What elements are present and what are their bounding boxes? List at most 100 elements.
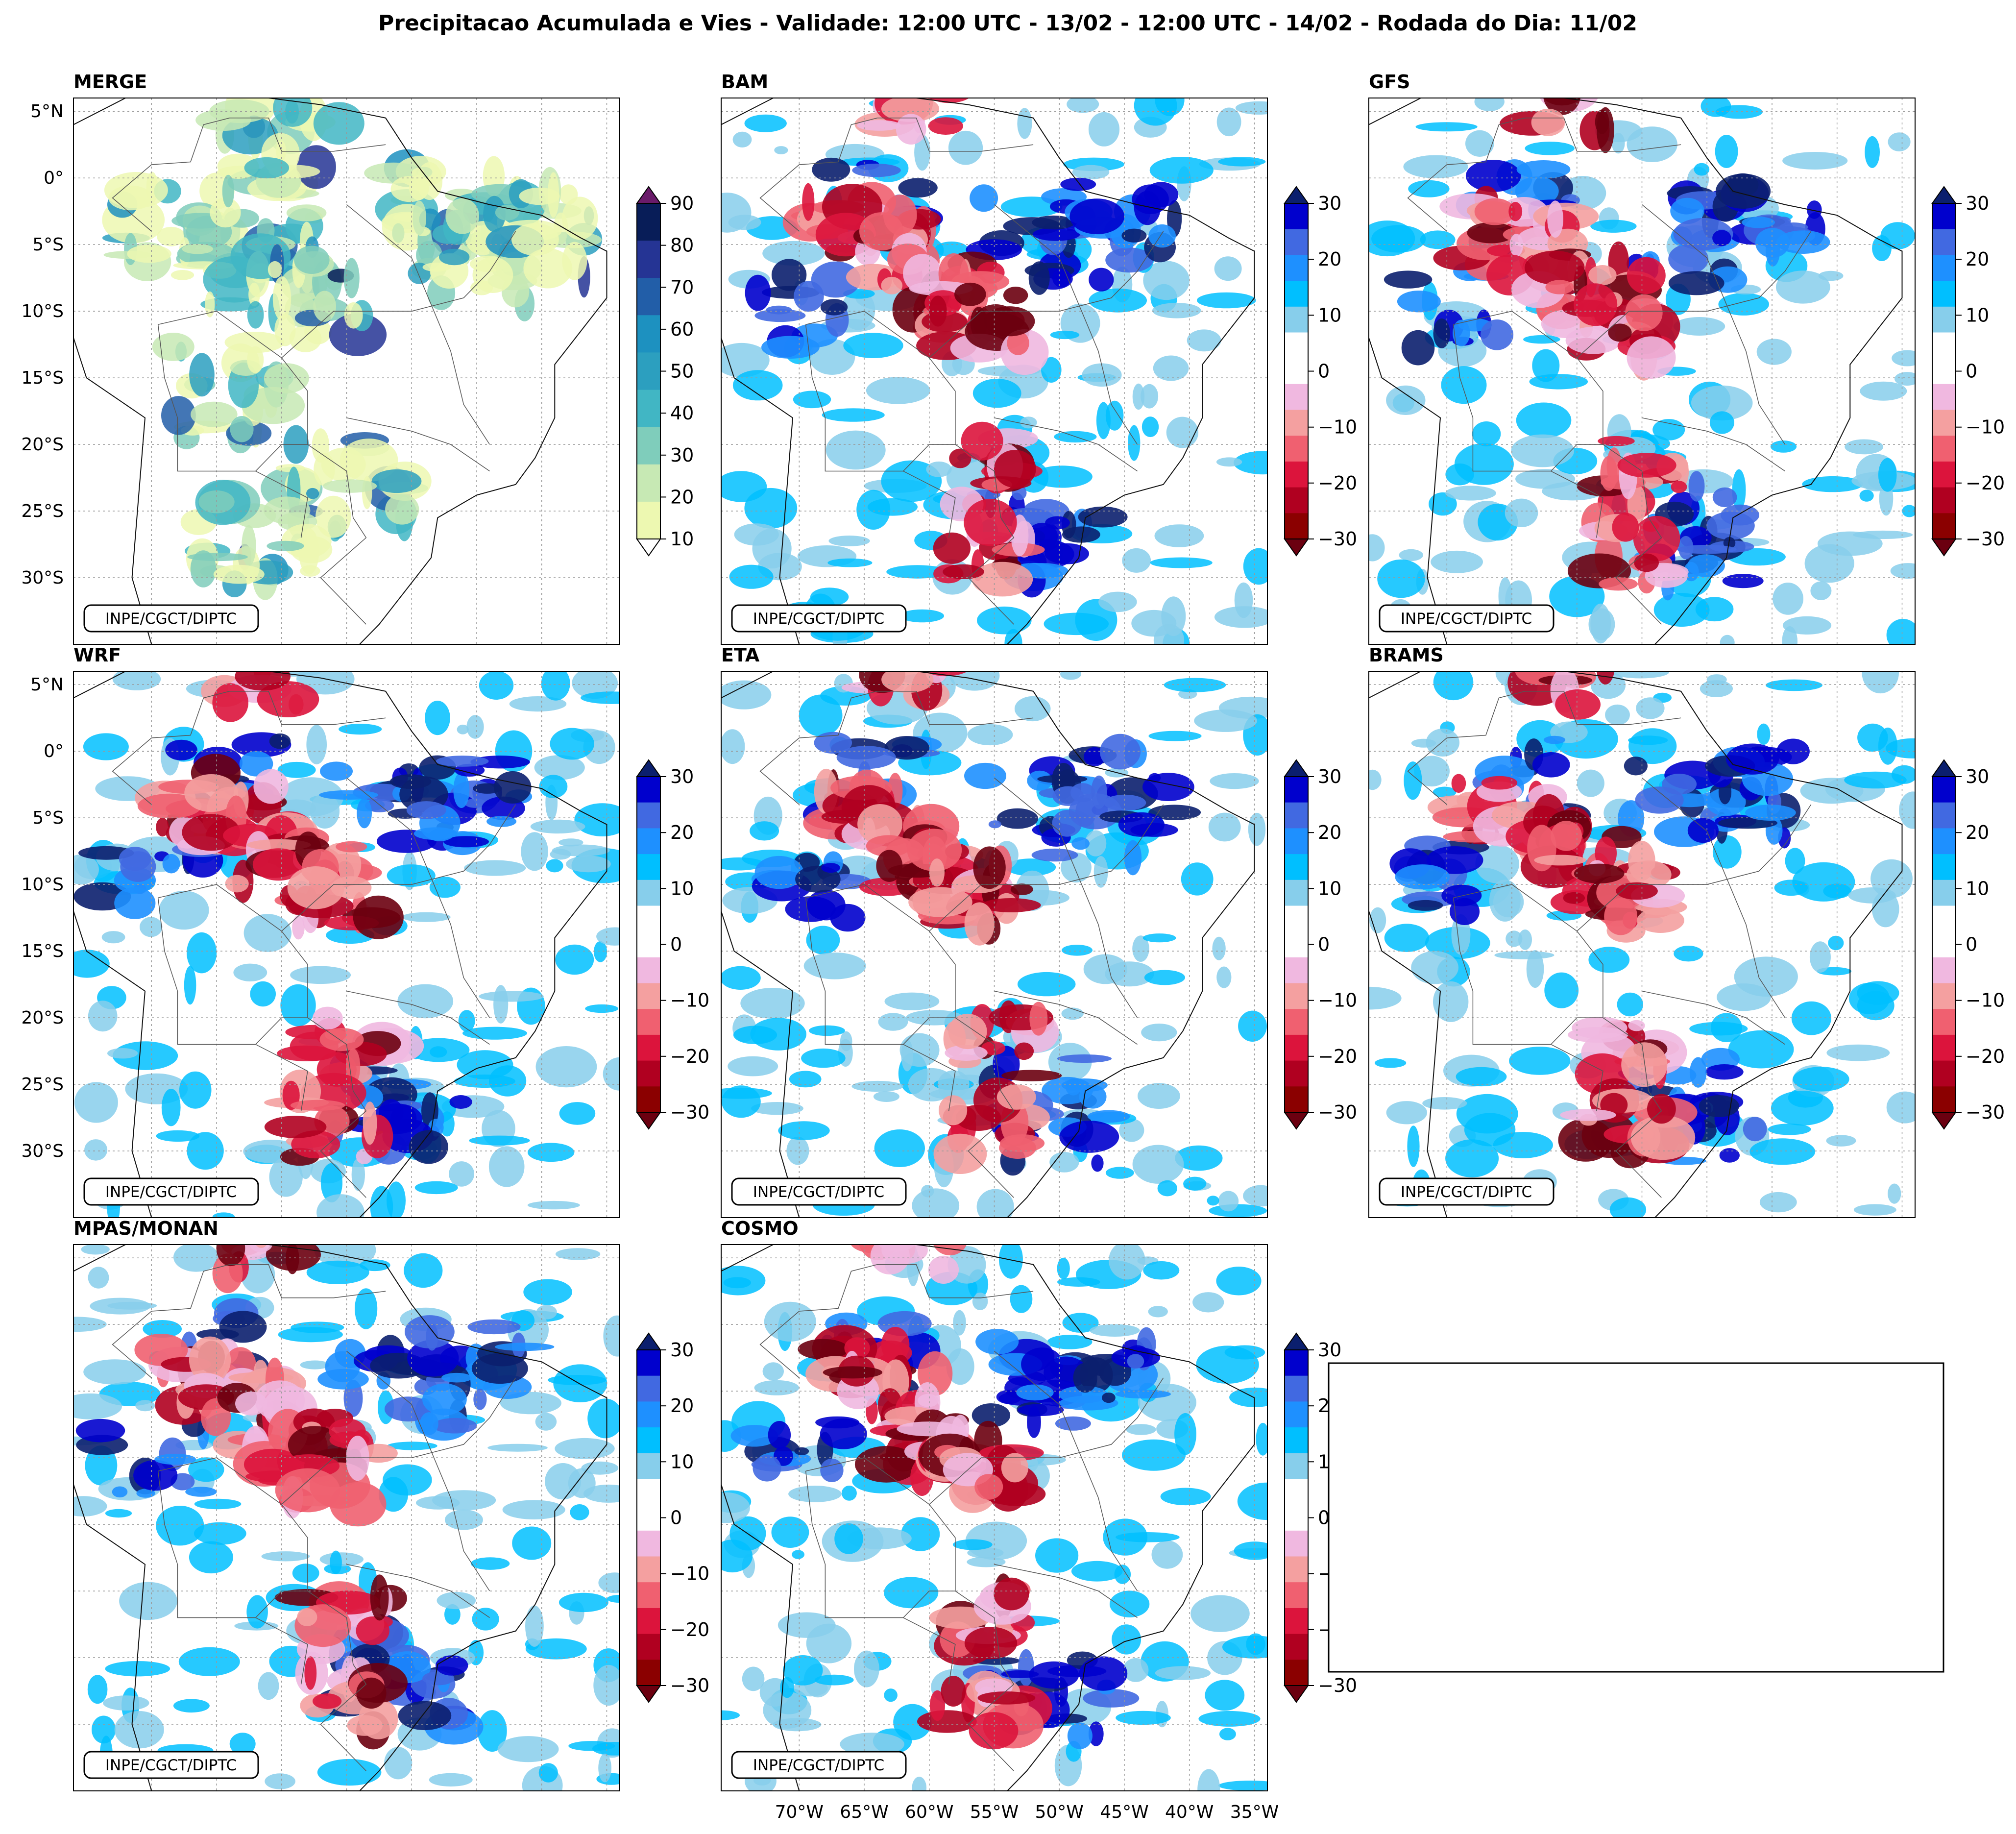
- border-line: [1577, 804, 1812, 931]
- bias-cell-strong-positive: [1699, 1095, 1739, 1117]
- rain-cell: [313, 291, 336, 322]
- bias-cell-positive: [938, 1070, 970, 1098]
- bias-cell-negative: [255, 1245, 267, 1248]
- bias-cell-positive: [1150, 557, 1213, 568]
- bias-cell-positive: [1888, 132, 1911, 151]
- lat-tick-label: 25°S: [21, 501, 64, 521]
- bias-cell-negative: [994, 450, 1036, 488]
- bias-cell-positive: [306, 1260, 369, 1284]
- bias-cell-positive: [598, 1754, 611, 1783]
- bias-cell-strong-positive: [807, 889, 846, 921]
- bias-cell-strong-positive: [1543, 735, 1566, 744]
- bias-cell-positive: [261, 1551, 310, 1562]
- colorbar-segment: [1285, 1582, 1308, 1609]
- bias-cell-positive: [1235, 101, 1267, 115]
- credit-box: [83, 1177, 259, 1206]
- bias-cell-positive: [1411, 951, 1458, 984]
- bias-cell-strong-positive: [1688, 471, 1705, 502]
- colorbar-tick-label: 60: [670, 318, 694, 340]
- rain-cell: [290, 536, 333, 563]
- bias-cell-negative: [984, 306, 1035, 337]
- bias-cell-strong-positive: [898, 178, 938, 198]
- border-line: [281, 804, 516, 931]
- bias-cell-positive: [1588, 947, 1630, 973]
- colorbar-segment: [1285, 1530, 1308, 1557]
- bias-cell-strong-positive: [1062, 526, 1100, 543]
- credit-label: INPE/CGCT/DIPTC: [753, 610, 884, 628]
- colorbar-tick-label: 50: [670, 361, 694, 382]
- bias-cell-strong-positive: [389, 774, 432, 789]
- colorbar-segment: [1932, 203, 1956, 230]
- panel-title: GFS: [1369, 71, 1410, 93]
- colorbar-segment: [1932, 854, 1956, 880]
- border-line: [112, 1264, 386, 1378]
- bias-cell-negative: [1474, 198, 1516, 225]
- bias-cell-positive: [1050, 330, 1080, 340]
- bias-cell-positive: [946, 1348, 974, 1385]
- bias-cell-negative: [949, 448, 972, 468]
- colorbar-tick-label: −30: [1318, 1101, 1357, 1123]
- bias-cell-positive: [539, 775, 568, 798]
- colorbar-tick-label: 10: [1966, 878, 1989, 899]
- bias-cell-strong-positive: [820, 1418, 867, 1449]
- bias-cell-positive: [1627, 126, 1677, 162]
- rain-cell: [152, 333, 194, 361]
- bias-cell-positive: [1148, 731, 1202, 741]
- bias-cell-strong-positive: [1453, 319, 1470, 346]
- bias-cell-positive: [1160, 1488, 1211, 1506]
- bias-cell-strong-positive: [1121, 228, 1147, 243]
- bias-cell-negative: [973, 846, 1006, 889]
- bias-cell-positive: [1878, 458, 1897, 492]
- bias-cell-positive: [1141, 384, 1159, 409]
- colorbar-under-arrow: [636, 1685, 661, 1703]
- bias-cell-positive: [194, 1522, 246, 1545]
- colorbar-segment: [637, 1401, 660, 1428]
- colorbar: 30 20 10 0 −10 −20 −30: [636, 759, 709, 1130]
- bias-cell-positive: [1414, 756, 1450, 787]
- bias-cell-strong-positive: [1027, 1406, 1041, 1438]
- colorbar-segment: [1932, 880, 1956, 906]
- bias-cell-positive: [469, 1135, 530, 1146]
- bias-cell-strong-positive: [1721, 504, 1759, 526]
- bias-cell-positive: [806, 926, 840, 954]
- rain-cell: [195, 109, 251, 131]
- bias-cell-strong-positive: [1087, 1110, 1130, 1123]
- bias-cell-negative: [216, 1245, 245, 1267]
- bias-cell-positive: [178, 1647, 240, 1676]
- bias-cell-positive: [1712, 835, 1742, 869]
- bias-cell-positive: [73, 1393, 122, 1419]
- colorbar-segment: [637, 777, 660, 803]
- bias-cell-positive: [1475, 844, 1519, 883]
- panels-layer: MERGE INPE/CGCT/DIPTC 5°N 0° 5°S 10°S 15°S 20°S…: [21, 71, 2005, 1822]
- colorbar-tick-label: −30: [1966, 1101, 2005, 1123]
- bias-cell-negative: [1647, 1094, 1676, 1124]
- colorbar-segment: [1285, 905, 1308, 932]
- colorbar-segment: [637, 1582, 660, 1609]
- colorbar-tick-label: 20: [670, 1395, 694, 1417]
- bias-cell-positive: [732, 131, 752, 147]
- bias-cell-positive: [1216, 1267, 1262, 1296]
- bias-cell-strong-positive: [165, 739, 197, 760]
- bias-cell-positive: [840, 1733, 904, 1756]
- bias-cell-positive: [1464, 1113, 1516, 1147]
- bias-cell-positive: [751, 1102, 803, 1115]
- bias-cell-positive: [1674, 946, 1703, 962]
- colorbar-segment: [637, 1427, 660, 1454]
- bias-cell-negative: [964, 902, 995, 946]
- bias-cell-negative: [275, 1468, 340, 1513]
- border-line: [157, 898, 308, 1045]
- bias-cell-negative: [859, 212, 904, 251]
- bias-cell-negative: [933, 532, 971, 564]
- colorbar-tick-label: −10: [1318, 416, 1357, 438]
- bias-cell-negative: [353, 895, 404, 939]
- bias-cell-positive: [1403, 155, 1468, 178]
- colorbar-tick-label: 0: [1318, 934, 1330, 955]
- border-line: [994, 204, 1138, 445]
- colorbar-segment: [1285, 306, 1308, 333]
- border-line: [1551, 1044, 1603, 1111]
- bias-cell-positive: [173, 1245, 219, 1272]
- colorbar-segment: [637, 203, 660, 241]
- bias-cell-positive: [472, 1608, 499, 1631]
- bias-cell-negative: [1574, 863, 1625, 883]
- bias-cell-positive: [593, 941, 607, 962]
